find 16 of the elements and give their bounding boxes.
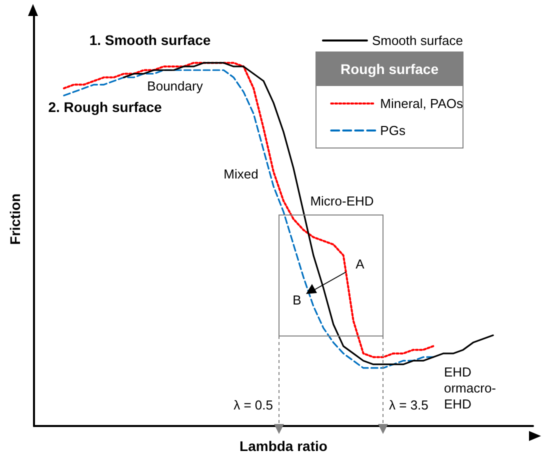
annotation: λ = 3.5 xyxy=(389,398,428,412)
annotation: EHD ormacro-EHD xyxy=(444,364,496,412)
annotation: Micro-EHD xyxy=(310,194,374,208)
legend-label: PGs xyxy=(380,123,406,138)
legend-title: Rough surface xyxy=(340,61,439,77)
annotation: Boundary xyxy=(147,78,204,94)
legend-label: Mineral, PAOs xyxy=(380,96,464,111)
annotation: λ = 0.5 xyxy=(234,398,273,412)
legend-label: Smooth surface xyxy=(372,33,463,48)
annotation: A xyxy=(356,256,365,272)
annotation: 2. Rough surface xyxy=(48,99,162,115)
text: 1. Smooth surface xyxy=(89,32,211,48)
annotation: Mixed xyxy=(224,166,258,182)
y-axis-title: Friction xyxy=(7,193,23,245)
annotation: B xyxy=(292,292,302,308)
x-axis-title: Lambda ratio xyxy=(240,438,328,454)
